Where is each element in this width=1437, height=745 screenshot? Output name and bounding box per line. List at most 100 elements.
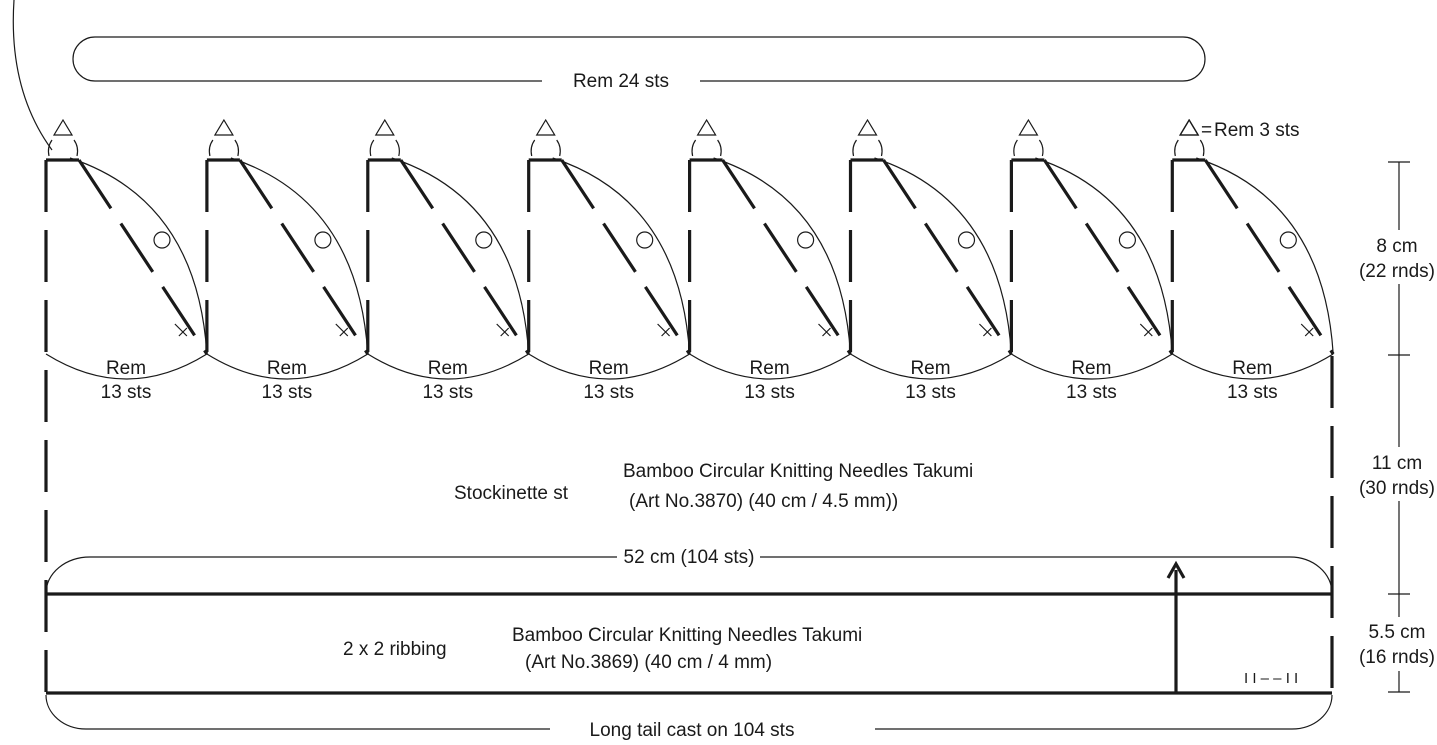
- dimension-gap-2: [1392, 447, 1406, 501]
- section-bottom-arc: [850, 353, 1012, 380]
- section-curve: [874, 157, 1012, 355]
- tip-triangle-symbol: [213, 118, 234, 136]
- tip-triangle-symbol: [1018, 118, 1039, 136]
- direction-arrow-head: [1166, 560, 1186, 579]
- section-bottom-arc: [1171, 353, 1334, 380]
- tip-bracket: [47, 139, 79, 157]
- tip-triangle-symbol: [1179, 118, 1200, 136]
- body-stitch-label: Stockinette st: [454, 483, 569, 504]
- section-decrease-edge: [77, 159, 209, 355]
- section-decrease-edge: [399, 159, 531, 355]
- decrease-t-symbol: [818, 323, 831, 337]
- decrease-circle-symbol: [1118, 231, 1137, 249]
- section-curve: [391, 157, 530, 355]
- section-rem-count: 13 sts: [1066, 382, 1117, 403]
- tip-triangle-symbol: [696, 118, 717, 136]
- crown-height-rnds: (22 rnds): [1359, 261, 1435, 282]
- section-rem-count: 13 sts: [262, 382, 313, 403]
- section-curve: [713, 157, 852, 355]
- section-bottom-arc: [689, 353, 851, 380]
- section-rem-count: 13 sts: [744, 382, 795, 403]
- decrease-circle-symbol: [475, 231, 493, 249]
- section-bottom-arc: [45, 353, 208, 380]
- tip-bracket: [1174, 139, 1205, 157]
- decrease-t-symbol: [335, 323, 349, 337]
- top-remaining-bracket: [72, 36, 1206, 82]
- crown-sections: Rem 13 sts Rem 13 sts Rem 13 sts Rem 13 sts Rem 1…: [45, 118, 1335, 403]
- section-decrease-edge: [882, 159, 1013, 355]
- section-rem-count: 13 sts: [1227, 382, 1278, 403]
- decrease-circle-symbol: [153, 231, 171, 249]
- section-bottom-arc: [528, 353, 690, 380]
- rib-needle-line1: Bamboo Circular Knitting Needles Takumi: [512, 625, 862, 646]
- decrease-circle-symbol: [314, 231, 332, 249]
- section-rem-label: Rem: [106, 358, 146, 379]
- circumference-bracket: [45, 556, 1333, 594]
- body-height-rnds: (30 rnds): [1359, 478, 1435, 499]
- section-rem-label: Rem: [1232, 358, 1272, 379]
- decrease-t-symbol: [1300, 323, 1314, 337]
- section-curve: [69, 157, 208, 355]
- rib-symbol: I I – – I I: [1244, 670, 1298, 687]
- tip-bracket: [208, 139, 240, 157]
- body-height-cm: 11 cm: [1372, 453, 1422, 474]
- section-bottom-arc: [1011, 353, 1173, 380]
- rib-needle-line2: (Art No.3869) (40 cm / 4 mm): [525, 652, 772, 673]
- decrease-t-symbol: [1139, 323, 1153, 337]
- dimension-gap-1: [1392, 230, 1406, 284]
- section-rem-count: 13 sts: [422, 382, 473, 403]
- decrease-t-symbol: [657, 323, 671, 337]
- body-needle-line2: (Art No.3870) (40 cm / 4.5 mm)): [629, 491, 898, 512]
- tip-legend-triangle: [1178, 118, 1200, 136]
- crown-height-cm: 8 cm: [1376, 236, 1417, 257]
- section-rem-label: Rem: [1071, 358, 1111, 379]
- tip-bracket: [1013, 139, 1044, 157]
- rib-stitch-label: 2 x 2 ribbing: [343, 639, 447, 660]
- section-decrease-edge: [1203, 159, 1335, 355]
- decrease-circle-symbol: [636, 231, 654, 249]
- rib-height-cm: 5.5 cm: [1368, 622, 1425, 643]
- section-decrease-edge: [238, 159, 370, 355]
- tip-bracket: [691, 139, 722, 157]
- dimension-gap-3: [1392, 617, 1406, 671]
- top-remaining-label: Rem 24 sts: [573, 71, 669, 92]
- decrease-circle-symbol: [1279, 231, 1297, 249]
- cast-on-bracket: [45, 694, 1333, 730]
- section-rem-label: Rem: [750, 358, 790, 379]
- tip-bracket: [530, 139, 561, 157]
- section-rem-label: Rem: [589, 358, 629, 379]
- tip-legend-label: Rem 3 sts: [1214, 120, 1300, 141]
- section-decrease-edge: [1043, 159, 1174, 355]
- section-curve: [230, 157, 369, 355]
- section-rem-label: Rem: [267, 358, 307, 379]
- tip-triangle-symbol: [857, 118, 878, 136]
- section-curve: [1035, 157, 1173, 355]
- section-curve: [552, 157, 691, 355]
- tip-bracket: [852, 139, 883, 157]
- decrease-t-symbol: [496, 323, 510, 337]
- tip-triangle-symbol: [52, 118, 74, 136]
- section-bottom-arc: [206, 353, 369, 380]
- section-rem-label: Rem: [428, 358, 468, 379]
- decrease-circle-symbol: [957, 231, 976, 249]
- circumference-label: 52 cm (104 sts): [624, 547, 755, 568]
- section-rem-count: 13 sts: [905, 382, 956, 403]
- yarn-tail: [12, 0, 53, 151]
- section-rem-count: 13 sts: [583, 382, 634, 403]
- tip-triangle-symbol: [535, 118, 556, 136]
- tip-legend-equals: =: [1201, 120, 1212, 141]
- section-curve: [1196, 157, 1334, 355]
- decrease-t-symbol: [174, 323, 188, 337]
- section-rem-label: Rem: [910, 358, 950, 379]
- section-decrease-edge: [560, 159, 691, 355]
- rib-height-rnds: (16 rnds): [1359, 647, 1435, 668]
- body-needle-line1: Bamboo Circular Knitting Needles Takumi: [623, 461, 973, 482]
- section-bottom-arc: [367, 353, 530, 380]
- section-decrease-edge: [721, 159, 852, 355]
- cast-on-label: Long tail cast on 104 sts: [590, 720, 795, 741]
- decrease-circle-symbol: [796, 231, 815, 249]
- tip-bracket: [369, 139, 400, 157]
- section-rem-count: 13 sts: [101, 382, 152, 403]
- decrease-t-symbol: [978, 323, 992, 337]
